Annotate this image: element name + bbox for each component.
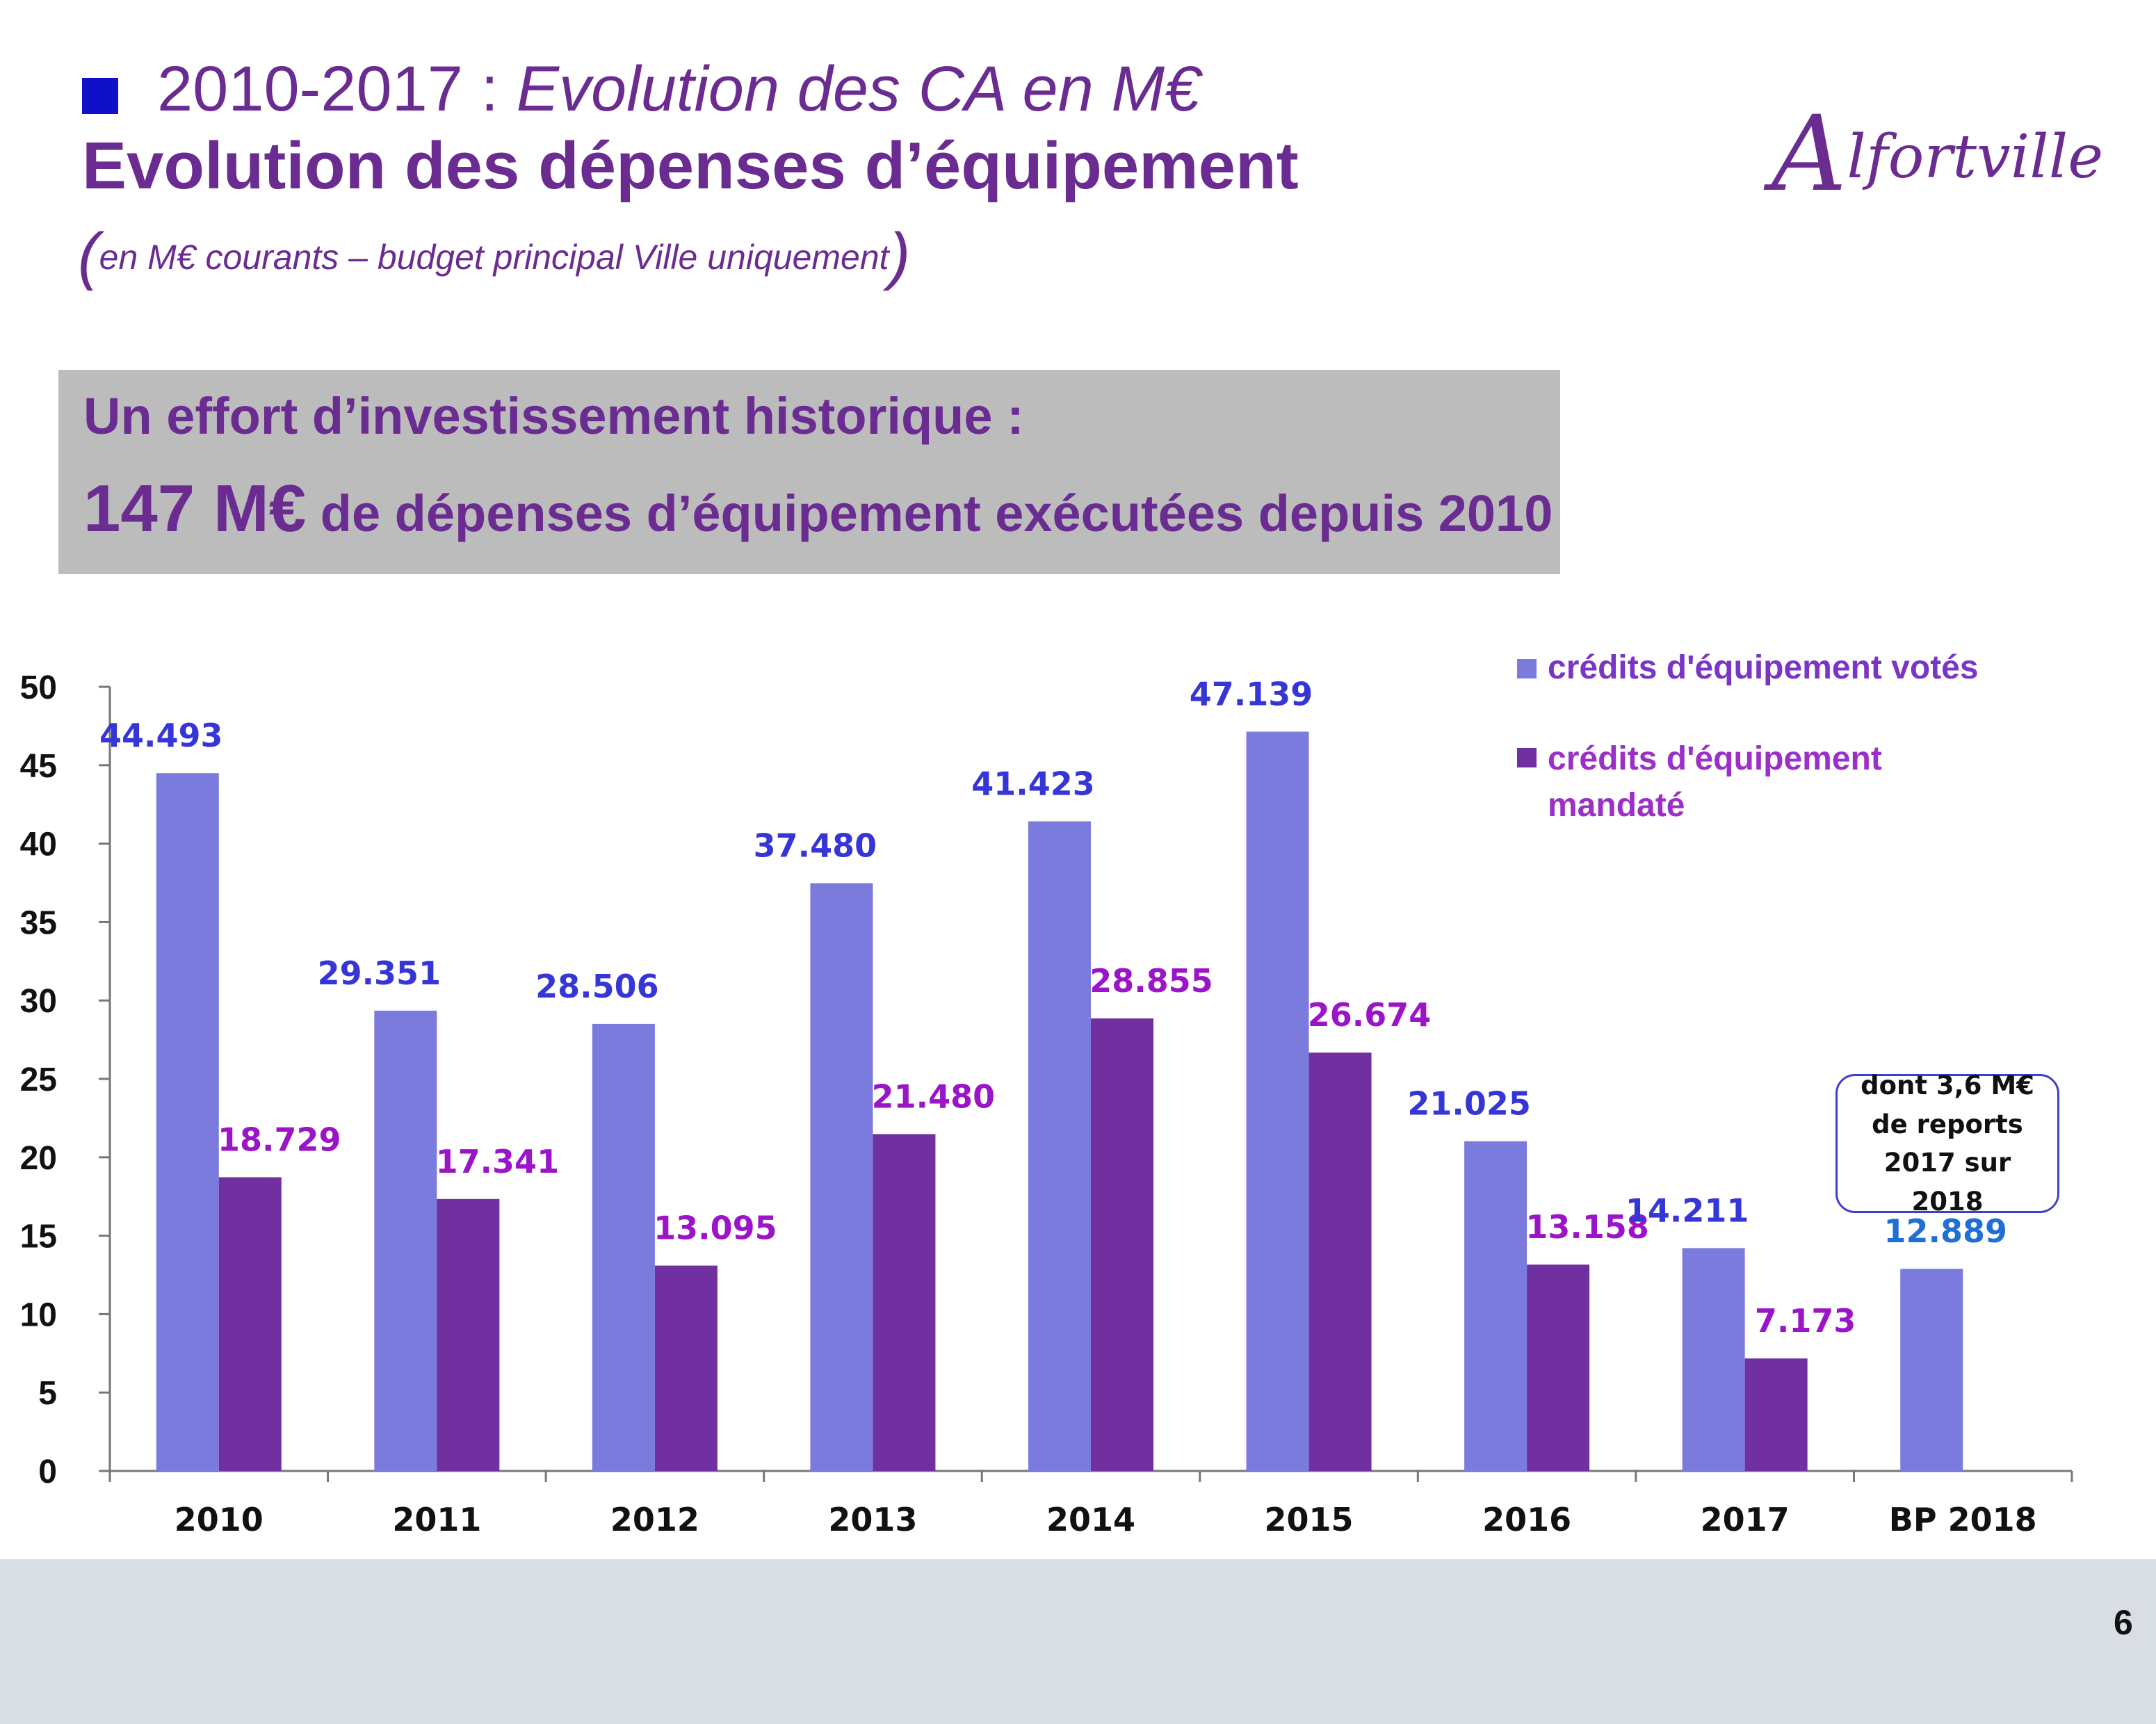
bar-mandated — [1744, 1358, 1808, 1471]
data-label-voted: 47.139 — [1190, 676, 1313, 713]
data-label-mandated: 26.674 — [1308, 996, 1432, 1034]
data-label-mandated: 18.729 — [218, 1121, 341, 1158]
bar-voted — [592, 1023, 655, 1471]
data-label-mandated: 13.158 — [1525, 1208, 1649, 1246]
data-label-voted: 41.423 — [971, 765, 1095, 802]
bar-mandated — [1308, 1052, 1372, 1471]
subtitle-open-paren: ( — [78, 220, 99, 291]
title-italic: Evolution des CA en M€ — [516, 54, 1201, 124]
y-tick-label: 30 — [20, 983, 57, 1020]
data-label-mandated: 21.480 — [872, 1078, 996, 1115]
highlight-amount: 147 M€ — [83, 471, 307, 546]
highlight-box — [58, 370, 1560, 574]
x-tick-label: 2016 — [1482, 1501, 1571, 1538]
x-tick-label: 2010 — [175, 1501, 264, 1538]
bar-voted — [1028, 821, 1091, 1471]
y-tick-label: 10 — [20, 1296, 57, 1333]
data-label-voted: 12.889 — [1883, 1212, 2007, 1250]
bar-chart: 0 5 10 15 20 25 30 35 40 45 50 2010 2011 2012 2013 2014… — [20, 669, 2073, 1538]
data-label-mandated: 7.173 — [1755, 1302, 1856, 1340]
data-label-voted: 44.493 — [99, 717, 223, 754]
x-tick-label: 2012 — [610, 1501, 699, 1538]
page-title: Evolution des dépenses d’équipement — [82, 129, 1299, 203]
x-tick-label: BP 2018 — [1889, 1501, 2037, 1538]
bar-voted — [156, 773, 219, 1471]
chart-bars — [156, 731, 1963, 1471]
logo-rest: lfortville — [1847, 122, 2104, 192]
bar-voted — [374, 1010, 437, 1471]
data-label-mandated: 13.095 — [654, 1210, 777, 1247]
x-tick-label: 2015 — [1265, 1501, 1354, 1538]
data-label-voted: 28.506 — [535, 968, 659, 1005]
y-tick-label: 35 — [20, 904, 57, 941]
subtitle-text: en M€ courants – budget principal Ville … — [99, 238, 889, 277]
data-label-mandated: 17.341 — [436, 1143, 560, 1180]
bar-mandated — [437, 1198, 500, 1471]
bar-mandated — [1527, 1264, 1590, 1471]
data-label-voted: 21.025 — [1407, 1085, 1531, 1123]
bar-voted — [810, 883, 873, 1471]
bar-mandated — [1091, 1018, 1153, 1471]
y-tick-label: 0 — [38, 1454, 57, 1490]
title-period: 2010-2017 : Evolution des CA en M€ — [157, 54, 1200, 124]
data-label-voted: 37.480 — [754, 827, 877, 864]
title-year: 2010-2017 : — [157, 54, 517, 124]
highlight-text: de dépenses d’équipement exécutées depui… — [306, 485, 1553, 542]
x-tick-label: 2011 — [392, 1501, 481, 1538]
x-tick-label: 2014 — [1046, 1501, 1135, 1538]
callout-note: dont 3,6 M€ de reports 2017 sur 2018 — [1835, 1071, 2059, 1217]
bar-voted — [1464, 1141, 1527, 1471]
bar-mandated — [654, 1265, 718, 1471]
legend-swatch-mandated — [1517, 748, 1537, 767]
subtitle-close-paren: ) — [889, 220, 911, 291]
legend-label-voted: crédits d'équipement votés — [1548, 649, 1979, 686]
footer-bar — [0, 1559, 2156, 1724]
y-tick-label: 20 — [20, 1140, 57, 1177]
chart-labels: 44.493 18.729 29.351 17.341 28.506 13.095 37.4… — [99, 676, 2007, 1340]
legend-swatch-voted — [1517, 659, 1537, 678]
x-tick-label: 2017 — [1701, 1501, 1790, 1538]
page-subtitle: (en M€ courants – budget principal Ville… — [78, 220, 911, 291]
y-tick-label: 25 — [20, 1062, 57, 1098]
data-label-voted: 29.351 — [318, 954, 441, 992]
bar-voted — [1900, 1269, 1963, 1471]
highlight-line1: Un effort d’investissement historique : — [83, 387, 1024, 445]
logo-initial: A — [1772, 94, 1847, 215]
bar-mandated — [218, 1177, 282, 1471]
y-tick-label: 5 — [38, 1375, 57, 1412]
legend-label-mandated: crédits d'équipement mandaté — [1548, 740, 1882, 824]
highlight-line2: 147 M€ de dépenses d’équipement exécutée… — [83, 469, 1553, 548]
y-tick-label: 50 — [20, 669, 57, 706]
bar-voted — [1246, 731, 1309, 1471]
data-label-voted: 14.211 — [1626, 1192, 1749, 1229]
x-tick-label: 2013 — [828, 1501, 917, 1538]
title-bullet — [82, 78, 118, 114]
bar-voted — [1682, 1248, 1745, 1471]
alfortville-logo: Alfortville — [1772, 97, 2103, 212]
bar-mandated — [873, 1134, 936, 1471]
y-tick-label: 40 — [20, 827, 57, 863]
data-label-mandated: 28.855 — [1089, 962, 1213, 1000]
y-tick-label: 15 — [20, 1219, 57, 1255]
page-number: 6 — [2114, 1603, 2133, 1642]
y-tick-label: 45 — [20, 748, 57, 785]
